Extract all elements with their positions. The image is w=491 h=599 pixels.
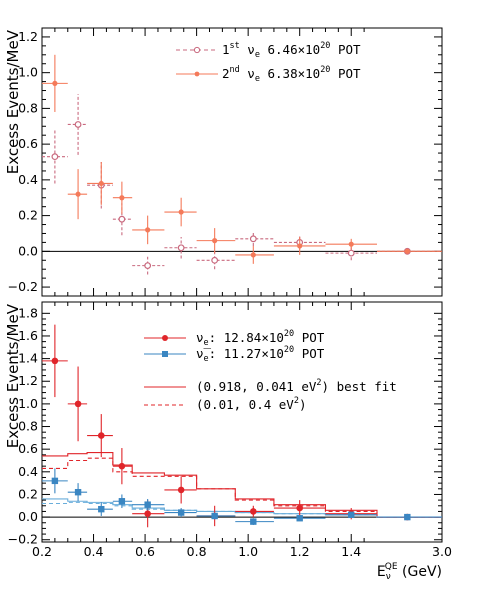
data-point xyxy=(211,512,218,520)
y-tick-label: 0.0 xyxy=(18,243,38,258)
data-point xyxy=(348,241,354,247)
y-tick-label: 1.0 xyxy=(18,396,38,411)
data-point xyxy=(98,505,105,513)
y-tick-label: 1.8 xyxy=(18,305,38,320)
legend-fit-entry-2: (0.01, 0.4 eV2) xyxy=(196,396,307,412)
data-point xyxy=(250,518,257,525)
legend-entry-2: ν̅e: 11.27×1020 POT xyxy=(196,345,325,364)
y-tick-label: 1.0 xyxy=(18,65,38,80)
x-tick-label: 1.4 xyxy=(341,544,361,559)
data-point xyxy=(212,238,218,244)
series-2 xyxy=(42,468,442,526)
data-point xyxy=(177,486,185,494)
y-tick-label: −0.2 xyxy=(8,532,38,547)
y-axis-title: Excess Events/MeV xyxy=(4,29,22,174)
x-tick-label: 0.8 xyxy=(187,544,207,559)
data-point xyxy=(118,462,126,470)
data-point xyxy=(75,191,81,197)
data-point xyxy=(51,357,59,365)
data-point xyxy=(51,477,59,485)
y-tick-label: 0.6 xyxy=(18,136,38,151)
data-point xyxy=(250,252,256,258)
x-tick-label: 0.6 xyxy=(135,544,155,559)
plot-frame xyxy=(41,301,443,543)
data-point xyxy=(249,235,257,243)
data-point xyxy=(404,248,410,254)
panel-2: −0.2 0.0 0.2 0.4 0.6 0.8 1.0 1.2 1.4 1.6 1.8Excess… xyxy=(4,301,452,582)
legend-marker xyxy=(193,46,201,54)
data-point xyxy=(51,153,59,161)
data-point xyxy=(296,504,303,512)
legend-marker xyxy=(162,351,168,357)
data-point xyxy=(296,515,303,522)
data-point xyxy=(74,488,82,496)
y-tick-label: 0.4 xyxy=(18,172,38,187)
data-point xyxy=(177,244,185,252)
data-point xyxy=(177,509,185,516)
y-tick-label: 0.0 xyxy=(18,509,38,524)
y-tick-label: 0.6 xyxy=(18,441,38,456)
data-point xyxy=(119,195,125,201)
y-tick-label: 1.6 xyxy=(18,328,38,343)
data-point xyxy=(98,180,104,187)
data-point xyxy=(144,510,151,517)
data-point xyxy=(145,227,151,233)
data-point xyxy=(404,513,411,521)
legend: 1st νe 6.46×1020 POT 2nd νe 6.38×1020 POT xyxy=(176,41,361,84)
x-axis-title: EνQE (GeV) xyxy=(377,562,442,582)
y-tick-label: −0.2 xyxy=(8,279,38,294)
y-tick-label: 1.2 xyxy=(18,373,38,388)
fit-histogram-nu-2 xyxy=(42,457,442,518)
legend-marker xyxy=(194,71,200,77)
x-tick-label: 0.2 xyxy=(32,544,52,559)
data-point xyxy=(144,501,151,508)
data-point xyxy=(97,432,105,439)
data-point xyxy=(211,256,219,264)
legend-entry-1: νe: 12.84×1020 POT xyxy=(196,329,325,348)
data-point xyxy=(74,121,82,128)
legend-fit-entry-1: (0.918, 0.041 eV2) best fit xyxy=(196,378,397,394)
data-point xyxy=(178,209,184,215)
y-tick-label: 0.8 xyxy=(18,419,38,434)
legend-entry-1: 1st νe 6.46×1020 POT xyxy=(222,41,361,60)
series-2 xyxy=(42,54,442,264)
y-tick-label: 1.4 xyxy=(18,351,38,366)
y-tick-label: 0.8 xyxy=(18,100,38,115)
x-tick-label: 1.2 xyxy=(290,544,310,559)
data-point xyxy=(348,511,355,519)
x-tick-label: 0.4 xyxy=(84,544,104,559)
data-point xyxy=(118,215,126,223)
x-tick-label: 3.0 xyxy=(432,544,452,559)
y-tick-label: 0.2 xyxy=(18,208,38,223)
y-tick-label: 0.2 xyxy=(18,486,38,501)
data-point xyxy=(144,262,152,270)
data-point xyxy=(297,243,303,249)
data-point xyxy=(250,508,257,515)
legend-marker xyxy=(162,335,168,341)
data-point xyxy=(347,249,355,257)
data-point xyxy=(118,498,126,505)
legend-entry-2: 2nd νe 6.38×1020 POT xyxy=(222,65,361,84)
x-tick-label: 1.0 xyxy=(238,544,258,559)
y-tick-label: 1.2 xyxy=(18,29,38,44)
y-tick-label: 0.4 xyxy=(18,464,38,479)
y-axis-title: Excess Events/MeV xyxy=(4,303,22,448)
fit-histogram-nu-1 xyxy=(42,452,442,518)
data-point xyxy=(74,400,82,408)
data-point xyxy=(52,80,58,86)
